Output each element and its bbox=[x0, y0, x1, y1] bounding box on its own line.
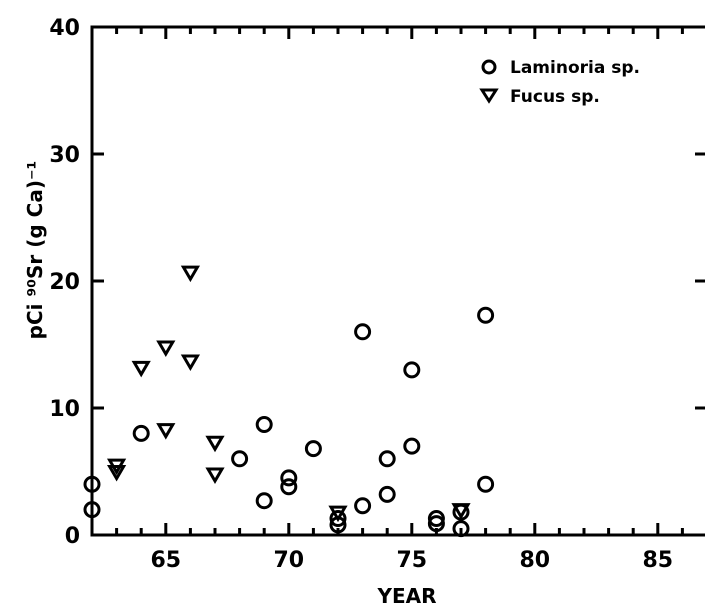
legend: Laminoria sp. Fucus sp. bbox=[479, 58, 640, 107]
laminoria-point bbox=[477, 475, 495, 493]
laminoria-point bbox=[403, 361, 421, 379]
fucus-point bbox=[328, 505, 348, 523]
laminoria-point bbox=[304, 440, 322, 458]
laminoria-point bbox=[83, 475, 101, 493]
legend-label-fucus: Fucus sp. bbox=[510, 87, 600, 107]
fucus-point bbox=[106, 465, 127, 482]
laminoria-point bbox=[354, 497, 372, 515]
laminoria-point bbox=[477, 306, 495, 324]
legend-marker-laminoria bbox=[481, 59, 497, 75]
fucus-point bbox=[451, 503, 471, 520]
laminoria-point bbox=[378, 485, 396, 503]
laminoria-point bbox=[329, 509, 347, 527]
plot-frame bbox=[90, 25, 705, 537]
fucus-point bbox=[156, 423, 176, 440]
laminoria-point bbox=[354, 323, 372, 341]
x-tick-label: 70 bbox=[273, 548, 304, 573]
axis-ticks bbox=[90, 25, 705, 537]
laminoria-point bbox=[280, 469, 298, 487]
legend-label-laminoria: Laminoria sp. bbox=[510, 58, 640, 78]
laminoria-point bbox=[255, 492, 273, 510]
x-tick-label: 75 bbox=[396, 548, 427, 573]
y-tick-label: 40 bbox=[49, 16, 80, 41]
data-points bbox=[83, 265, 495, 538]
x-axis-label: YEAR bbox=[376, 584, 436, 606]
x-tick-label: 80 bbox=[519, 548, 550, 573]
y-tick-label: 10 bbox=[49, 397, 80, 422]
laminoria-point bbox=[280, 478, 298, 496]
fucus-point bbox=[180, 265, 201, 283]
laminoria-point bbox=[427, 515, 445, 533]
laminoria-point bbox=[452, 520, 470, 538]
laminoria-point bbox=[378, 450, 396, 468]
y-axis-label: pCi ⁹⁰Sr (g Ca)⁻¹ bbox=[23, 161, 47, 340]
fucus-point bbox=[156, 340, 176, 358]
fucus-point bbox=[205, 467, 225, 485]
y-tick-label: 0 bbox=[65, 524, 80, 549]
fucus-point bbox=[180, 354, 201, 371]
legend-marker-fucus bbox=[479, 88, 499, 104]
y-tick-labels: 0 10 20 30 40 bbox=[49, 16, 80, 549]
laminoria-point bbox=[231, 450, 249, 468]
y-tick-label: 30 bbox=[49, 143, 80, 168]
laminoria-point bbox=[403, 437, 421, 455]
laminoria-point bbox=[83, 501, 101, 519]
laminoria-point bbox=[132, 424, 150, 442]
laminoria-point bbox=[255, 416, 273, 434]
fucus-point bbox=[131, 360, 151, 378]
x-tick-labels: 65 70 75 80 85 bbox=[150, 548, 673, 573]
laminoria-point bbox=[427, 509, 445, 527]
x-tick-label: 85 bbox=[642, 548, 673, 573]
x-tick-label: 65 bbox=[150, 548, 181, 573]
y-tick-label: 20 bbox=[49, 270, 80, 295]
fucus-point bbox=[205, 435, 225, 453]
